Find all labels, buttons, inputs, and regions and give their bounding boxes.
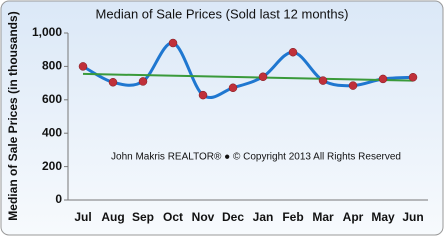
x-tick-label: Jan <box>253 210 274 224</box>
data-point <box>108 78 118 87</box>
y-tick-label: 200 <box>42 159 62 173</box>
x-tick-label: Dec <box>222 210 244 224</box>
y-axis-label: Median of Sale Prices (in thousands) <box>6 11 20 220</box>
chart-title: Median of Sale Prices (Sold last 12 mont… <box>96 6 349 21</box>
y-tick-label: 1,000 <box>32 25 62 39</box>
trend-line <box>82 72 414 82</box>
x-tick-label: Jun <box>402 210 423 224</box>
data-point <box>198 90 208 100</box>
y-tick-label: 600 <box>42 92 62 106</box>
y-tick-label: 400 <box>42 125 62 139</box>
x-tick-label: Mar <box>312 210 334 224</box>
x-tick-label: Sep <box>132 210 154 224</box>
y-tick-label: 800 <box>42 59 62 73</box>
x-tick-label: Aug <box>101 210 124 224</box>
data-point <box>408 73 418 82</box>
data-point <box>78 62 88 71</box>
x-tick-label: Nov <box>192 210 215 224</box>
x-tick-label: Feb <box>282 210 303 224</box>
data-point <box>228 83 238 93</box>
data-point <box>138 77 148 86</box>
x-tick-label: Oct <box>163 210 183 224</box>
data-point <box>378 74 388 84</box>
annotation: John Makris REALTOR® ● © Copyright 2013 … <box>111 152 401 163</box>
y-tick-label: 0 <box>55 192 62 206</box>
x-tick-label: Jul <box>74 210 91 224</box>
x-tick-label: Apr <box>343 210 364 224</box>
data-point <box>348 81 358 90</box>
data-point <box>318 76 328 85</box>
data-point <box>168 38 178 48</box>
data-point <box>288 47 298 57</box>
data-point <box>258 72 268 82</box>
x-tick-label: May <box>371 210 395 224</box>
